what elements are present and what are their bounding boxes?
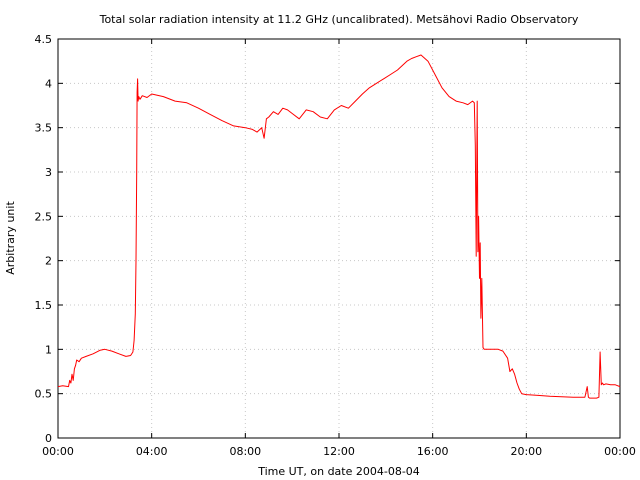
x-tick-label: 00:00 — [42, 445, 74, 458]
y-tick-label: 1 — [45, 343, 52, 356]
x-tick-label: 20:00 — [510, 445, 542, 458]
y-tick-label: 1.5 — [35, 299, 53, 312]
y-tick-label: 3.5 — [35, 122, 53, 135]
x-tick-label: 00:00 — [604, 445, 636, 458]
grid — [58, 39, 620, 438]
y-tick-label: 4.5 — [35, 33, 53, 46]
x-tick-label: 08:00 — [229, 445, 261, 458]
intensity-series-line — [57, 54, 621, 399]
axis-ticks — [57, 38, 621, 439]
x-tick-label: 12:00 — [323, 445, 355, 458]
y-tick-label: 2.5 — [35, 210, 53, 223]
plot-frame — [57, 38, 621, 439]
y-tick-label: 4 — [45, 77, 52, 90]
series-layer — [57, 54, 621, 399]
x-tick-label: 04:00 — [136, 445, 168, 458]
y-tick-labels: 0 0.5 1 1.5 2 2.5 3 3.5 4 4.5 — [35, 33, 53, 445]
x-tick-labels: 00:00 04:00 08:00 12:00 16:00 20:00 00:00 — [42, 445, 636, 458]
chart-title: Total solar radiation intensity at 11.2 … — [99, 13, 579, 26]
y-tick-label: 3 — [45, 166, 52, 179]
y-tick-label: 0.5 — [35, 388, 53, 401]
y-axis-title: Arbitrary unit — [4, 201, 17, 275]
y-tick-label: 2 — [45, 255, 52, 268]
x-axis-title: Time UT, on date 2004-08-04 — [257, 465, 420, 478]
y-tick-label: 0 — [45, 432, 52, 445]
x-tick-label: 16:00 — [417, 445, 449, 458]
